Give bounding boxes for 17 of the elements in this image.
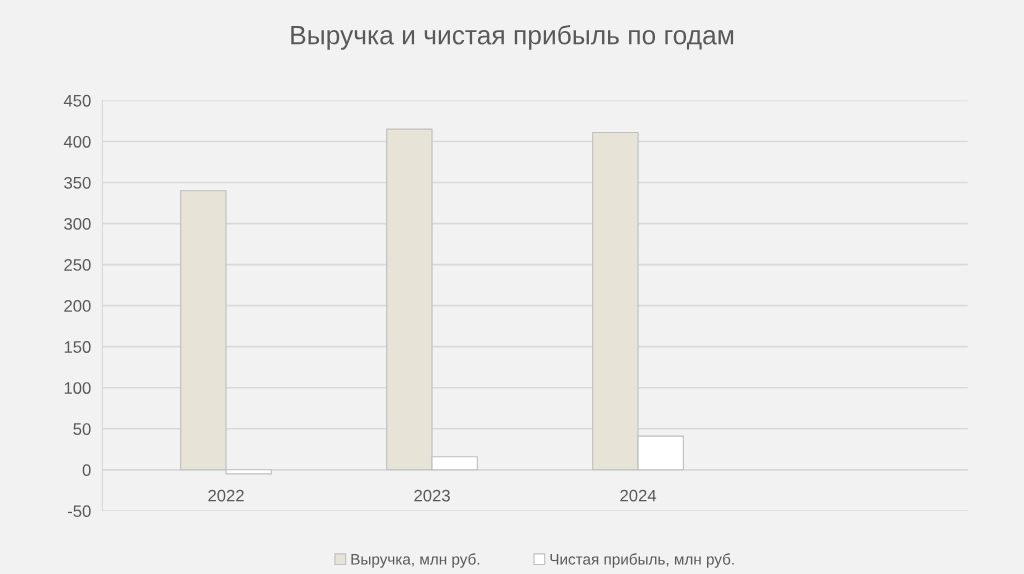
y-tick-label: 0 [82,464,91,477]
y-tick-label: 350 [64,176,91,189]
y-tick-label: 400 [63,135,91,148]
legend-label: Выручка, млн руб. [351,553,480,568]
y-tick-label: 150 [64,341,91,353]
y-tick-label: 200 [64,300,91,312]
chart-title: Выручка и чистая прибыль по годам [291,24,734,50]
x-tick-label: 2023 [414,489,450,502]
y-tick-label: 250 [64,259,91,271]
legend-label: Чистая прибыль, млн руб. [550,553,734,568]
y-tick-label: -50 [67,505,91,518]
x-tick-label: 2024 [620,489,657,502]
y-tick-label: 450 [63,94,91,107]
x-tick-label: 2022 [208,489,244,502]
y-tick-label: 100 [64,382,91,394]
y-tick-label: 50 [73,423,91,435]
y-tick-label: 300 [64,217,91,230]
